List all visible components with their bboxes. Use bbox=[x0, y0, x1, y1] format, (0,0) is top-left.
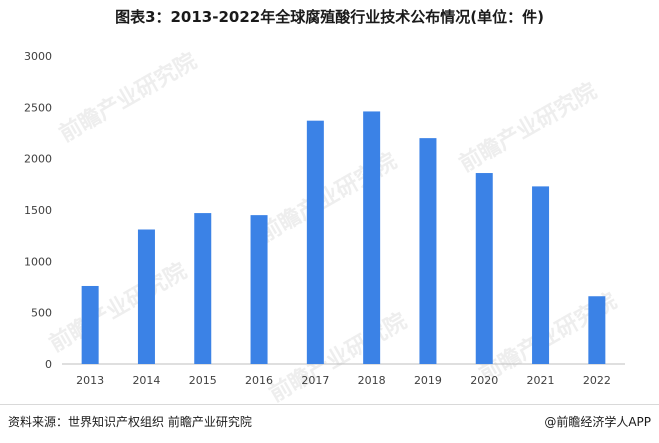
footer-divider bbox=[0, 404, 659, 405]
x-tick-label: 2020 bbox=[470, 374, 498, 387]
y-tick-label: 0 bbox=[45, 358, 52, 371]
bar-chart: 0 500 1000 1500 2000 2500 3000 2013 2014 2015 2016… bbox=[24, 50, 625, 387]
bar-2022 bbox=[588, 296, 606, 364]
x-tick-label: 2013 bbox=[76, 374, 104, 387]
y-tick-label: 2000 bbox=[24, 153, 52, 166]
y-tick-label: 1000 bbox=[24, 255, 52, 268]
bar-2015 bbox=[194, 213, 212, 364]
bar-2013 bbox=[81, 285, 99, 364]
source-note: 资料来源：世界知识产权组织 前瞻产业研究院 bbox=[8, 415, 252, 429]
bar-2016 bbox=[250, 215, 268, 364]
bar-2019 bbox=[419, 138, 437, 364]
y-tick-label: 500 bbox=[31, 307, 52, 320]
brand-label: @前瞻经济学人APP bbox=[544, 415, 651, 429]
x-tick-label: 2014 bbox=[132, 374, 160, 387]
x-tick-label: 2019 bbox=[414, 374, 442, 387]
y-tick-label: 3000 bbox=[24, 50, 52, 63]
x-tick-label: 2018 bbox=[358, 374, 386, 387]
bar-2018 bbox=[363, 111, 381, 364]
x-tick-label: 2022 bbox=[583, 374, 611, 387]
bar-2020 bbox=[475, 173, 493, 364]
chart-title: 图表3：2013-2022年全球腐殖酸行业技术公布情况(单位：件) bbox=[115, 8, 544, 26]
x-tick-label: 2021 bbox=[527, 374, 555, 387]
x-tick-label: 2015 bbox=[189, 374, 217, 387]
bar-2021 bbox=[532, 186, 550, 364]
y-tick-label: 2500 bbox=[24, 101, 52, 114]
bar-2014 bbox=[137, 229, 155, 364]
x-tick-label: 2016 bbox=[245, 374, 273, 387]
y-tick-label: 1500 bbox=[24, 204, 52, 217]
bar-2017 bbox=[306, 120, 324, 365]
x-tick-label: 2017 bbox=[301, 374, 329, 387]
